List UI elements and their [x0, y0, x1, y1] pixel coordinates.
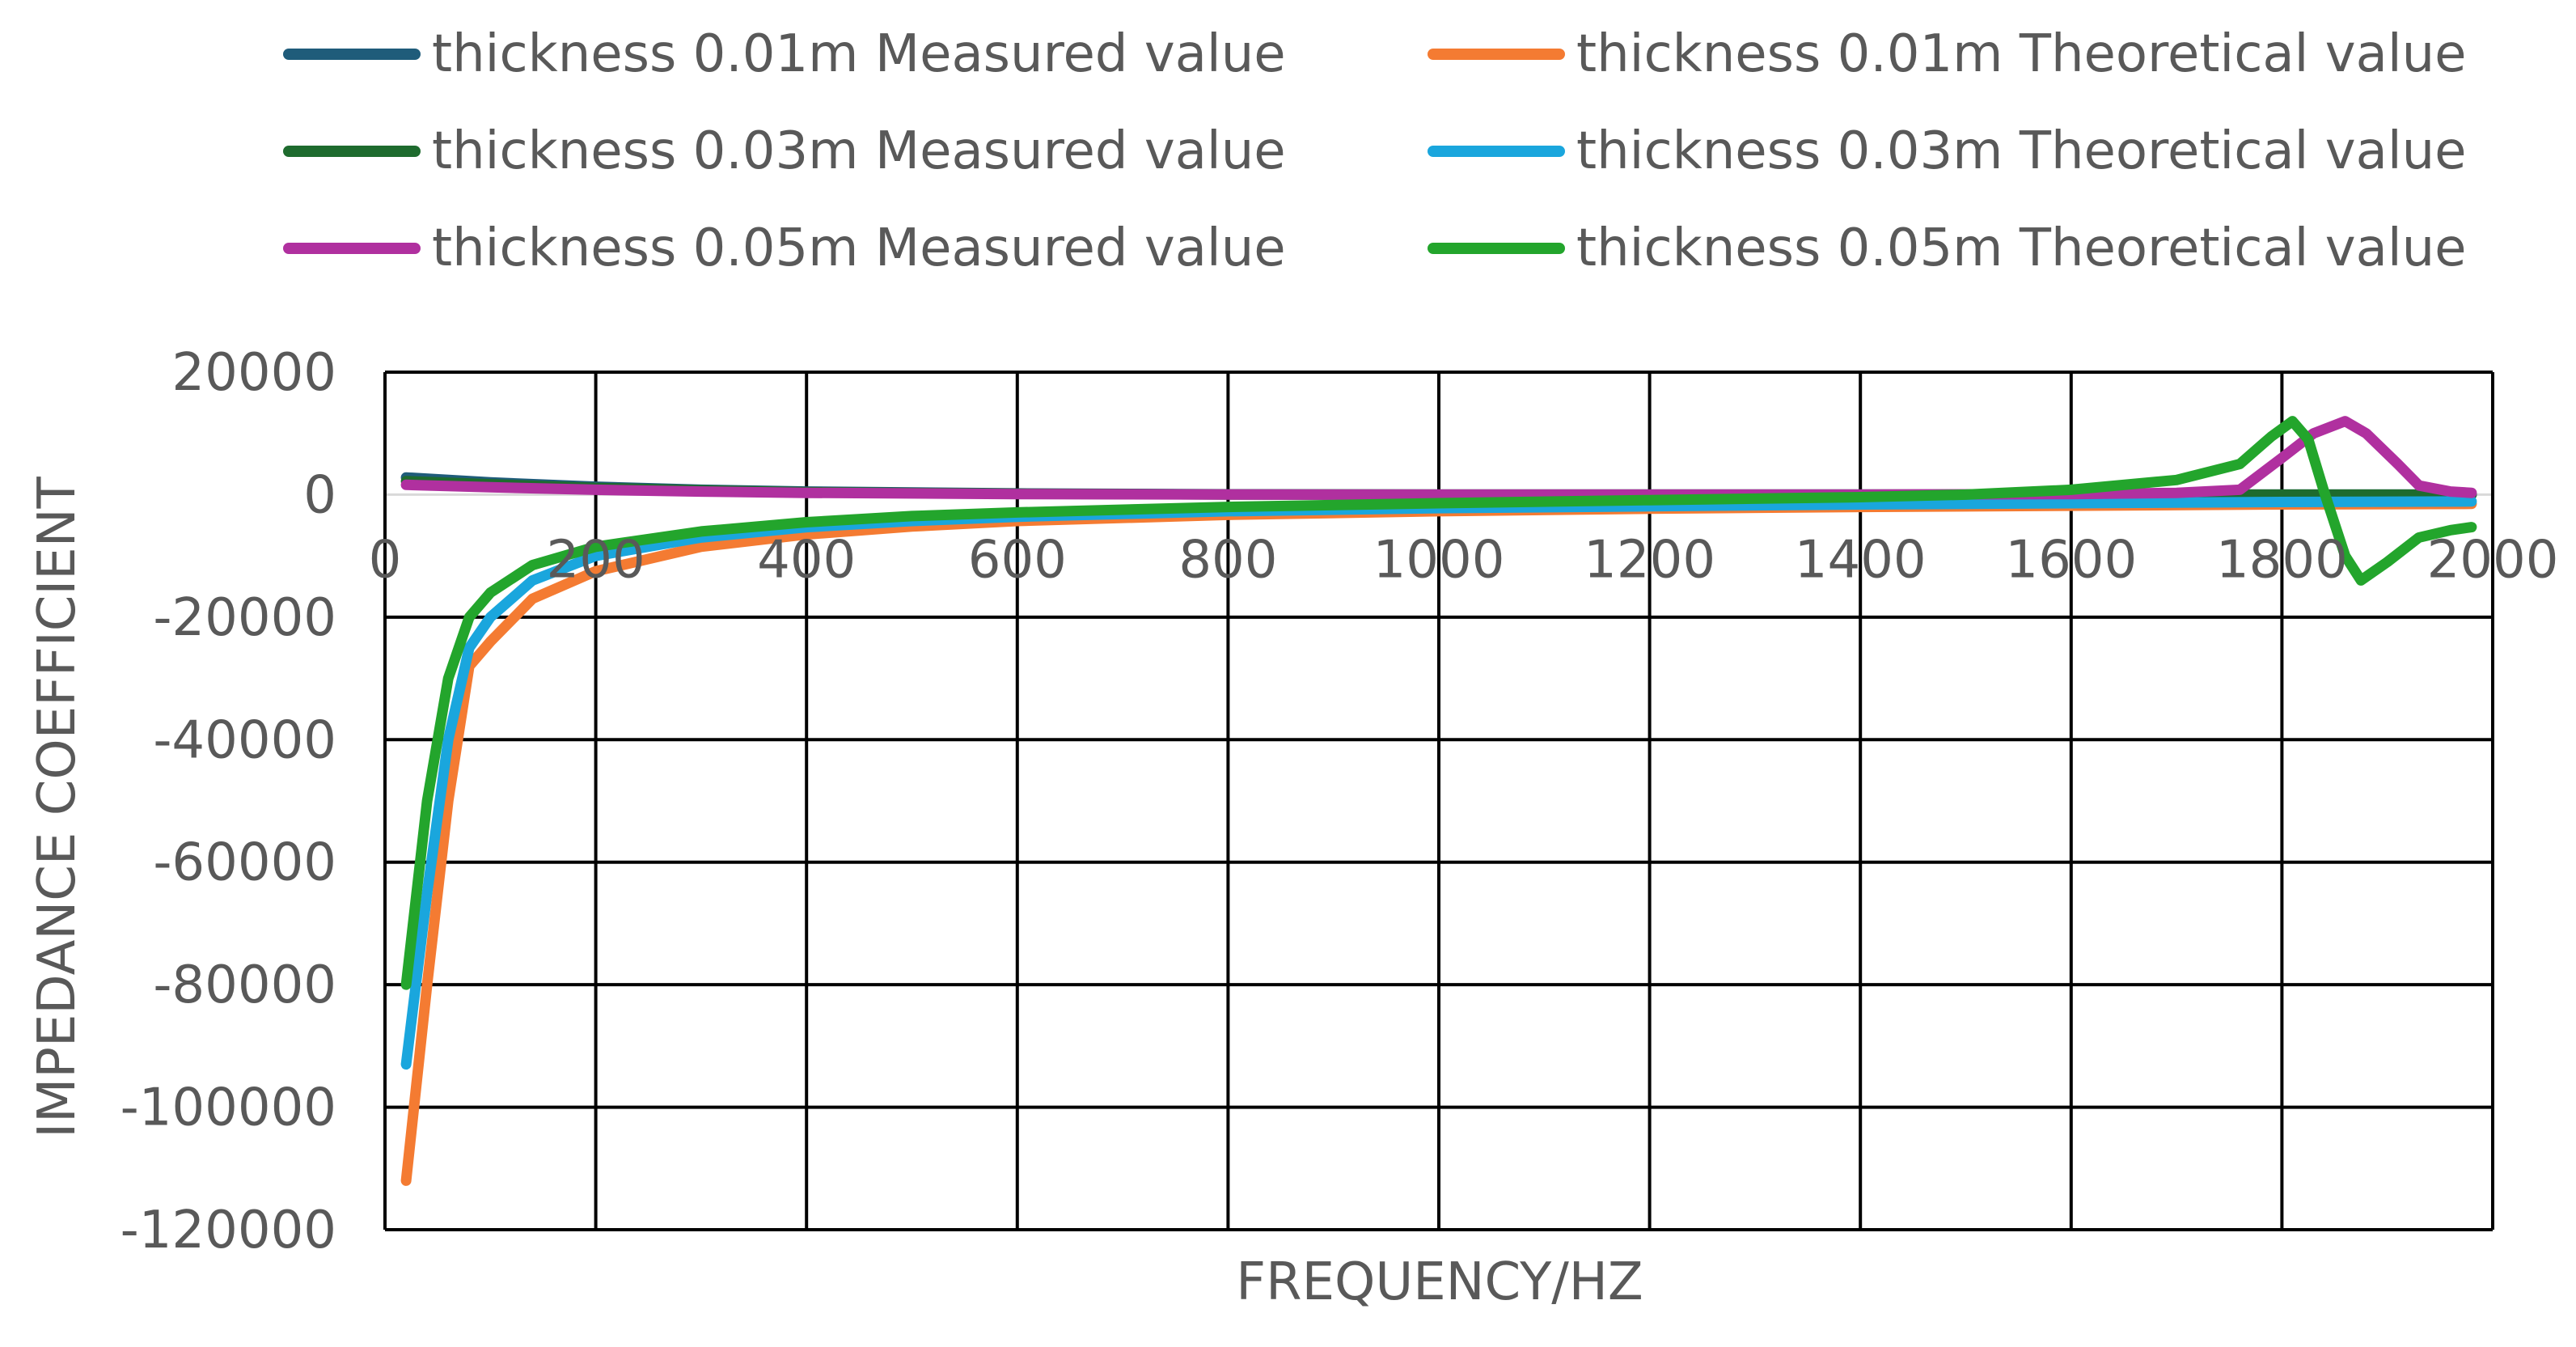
legend-label-003m-theoretical: thickness 0.03m Theoretical value: [1576, 121, 2467, 181]
legend-item-005m-theoretical: thickness 0.05m Theoretical value: [1428, 208, 2467, 289]
x-tick-label-4: 800: [1178, 530, 1277, 590]
y-tick-label-6: -100000: [121, 1078, 336, 1138]
y-tick-label-7: -120000: [121, 1201, 336, 1260]
x-tick-label-9: 1800: [2216, 530, 2348, 590]
legend-swatch-005m-measured: [283, 243, 421, 254]
legend-swatch-001m-theoretical: [1428, 49, 1565, 60]
x-tick-label-8: 1600: [2005, 530, 2137, 590]
y-tick-label-5: -80000: [153, 955, 336, 1015]
x-axis-title: FREQUENCY/HZ: [1236, 1252, 1643, 1312]
y-tick-label-1: 0: [303, 465, 336, 525]
series-line-5: [400, 416, 2477, 990]
legend-item-003m-theoretical: thickness 0.03m Theoretical value: [1428, 111, 2467, 192]
x-tick-label-0: 0: [369, 530, 402, 590]
x-tick-label-1: 200: [547, 530, 645, 590]
x-tick-label-6: 1200: [1584, 530, 1715, 590]
x-tick-label-3: 600: [968, 530, 1067, 590]
y-tick-label-3: -40000: [153, 710, 336, 770]
series-layer: [400, 416, 2477, 1186]
legend-swatch-001m-measured: [283, 49, 421, 60]
y-tick-label-0: 20000: [171, 343, 336, 403]
x-tick-label-7: 1400: [1795, 530, 1927, 590]
grid-layer: [383, 371, 2494, 1231]
chart-legend: thickness 0.01m Measured value thickness…: [0, 0, 2576, 307]
y-axis-title: IMPEDANCE COEFFICIENT: [27, 476, 87, 1137]
legend-label-001m-measured: thickness 0.01m Measured value: [432, 24, 1286, 84]
legend-label-005m-measured: thickness 0.05m Measured value: [432, 218, 1286, 278]
x-tick-label-2: 400: [757, 530, 856, 590]
tick-layer: 0 200 400 600 800 1000 1200 1400 1600 1800 2000 200…: [121, 343, 2559, 1260]
legend-swatch-003m-measured: [283, 146, 421, 157]
y-tick-label-4: -60000: [153, 833, 336, 893]
x-tick-label-10: 2000: [2427, 530, 2559, 590]
legend-label-003m-measured: thickness 0.03m Measured value: [432, 121, 1286, 181]
legend-item-001m-measured: thickness 0.01m Measured value: [283, 14, 1286, 95]
y-tick-label-2: -20000: [153, 588, 336, 648]
x-tick-label-5: 1000: [1373, 530, 1505, 590]
legend-item-005m-measured: thickness 0.05m Measured value: [283, 208, 1286, 289]
legend-label-005m-theoretical: thickness 0.05m Theoretical value: [1576, 218, 2467, 278]
legend-label-001m-theoretical: thickness 0.01m Theoretical value: [1576, 24, 2467, 84]
legend-swatch-005m-theoretical: [1428, 243, 1565, 254]
legend-swatch-003m-theoretical: [1428, 146, 1565, 157]
legend-item-003m-measured: thickness 0.03m Measured value: [283, 111, 1286, 192]
legend-item-001m-theoretical: thickness 0.01m Theoretical value: [1428, 14, 2467, 95]
